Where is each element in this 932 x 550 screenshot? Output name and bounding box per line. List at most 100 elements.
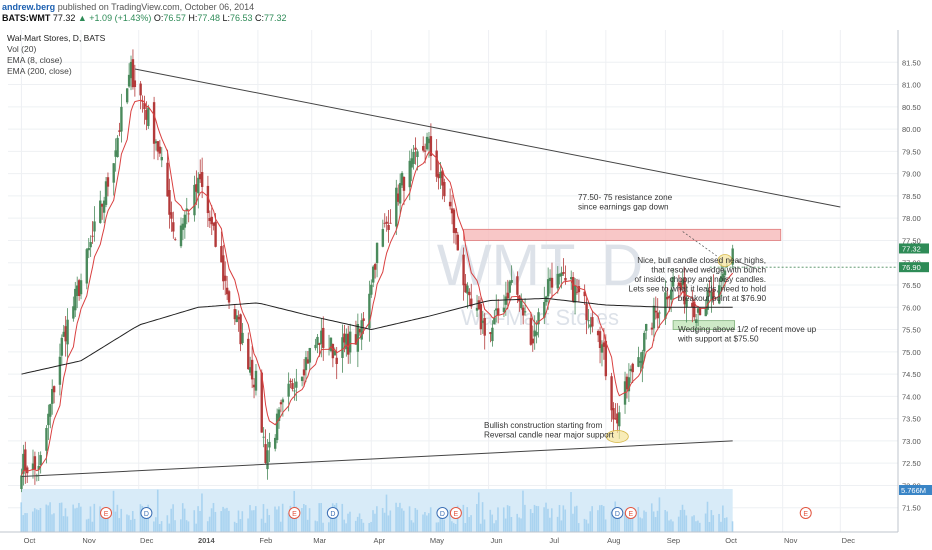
last-price: 77.32: [52, 13, 76, 23]
resistance-annotation: 77.50- 75 resistance zone since earnings …: [578, 193, 673, 212]
candle-body: [685, 298, 688, 308]
volume-bar: [589, 511, 592, 532]
candle-body: [610, 376, 613, 411]
volume-bar: [547, 508, 549, 532]
candle-body: [341, 337, 344, 358]
volume-bar: [699, 522, 701, 532]
wedge-line: [682, 231, 724, 261]
volume-bar: [483, 519, 486, 532]
candle-body: [154, 141, 158, 144]
volume-bar: [489, 509, 492, 532]
author-link[interactable]: andrew.berg: [2, 2, 56, 12]
legend-volume[interactable]: Vol (20): [7, 44, 37, 54]
candle-body: [275, 413, 279, 440]
volume-bar: [31, 511, 34, 532]
volume-bar: [318, 503, 321, 532]
volume-bar: [424, 512, 426, 532]
volume-bar: [185, 520, 188, 532]
volume-bar: [616, 512, 618, 532]
candle-body: [147, 107, 150, 127]
volume-bar: [572, 513, 574, 532]
event-label: E: [803, 511, 808, 518]
candle-body: [398, 183, 402, 204]
event-label: D: [144, 511, 149, 518]
candle-body: [641, 351, 644, 369]
volume-tag-bg: [899, 485, 932, 495]
candle-body: [249, 367, 252, 373]
candle-body: [347, 333, 350, 355]
high-value: 77.48: [197, 13, 220, 23]
volume-bar: [114, 511, 117, 532]
time-tick-label: Aug: [607, 536, 620, 545]
volume-bar: [212, 502, 215, 532]
volume-bar: [533, 504, 536, 532]
volume-bar: [266, 508, 269, 532]
breakout-price-tag-bg: [899, 262, 929, 273]
candle-body: [585, 303, 588, 320]
volume-bar: [602, 506, 605, 532]
volume-bar: [426, 515, 428, 532]
volume-bar: [556, 516, 559, 532]
candle-body: [425, 136, 429, 150]
price-tick-label: 79.50: [902, 147, 921, 156]
publish-text: published on TradingView.com, October 06…: [57, 2, 255, 12]
volume-bar: [62, 516, 65, 532]
candle-body: [187, 213, 190, 215]
candle-body: [462, 254, 465, 286]
candle-body: [87, 247, 90, 251]
candle-body: [287, 383, 290, 397]
price-tick-label: 78.50: [902, 192, 921, 201]
volume-bar: [372, 510, 374, 532]
candle-body: [654, 310, 657, 313]
candle-body: [104, 181, 108, 205]
legend-ema200[interactable]: EMA (200, close): [7, 66, 72, 76]
volume-bar: [470, 515, 472, 532]
price-tick-label: 75.00: [902, 348, 921, 357]
volume-bar: [26, 513, 28, 532]
volume-bar: [466, 507, 469, 532]
candle-body: [308, 347, 311, 363]
event-marker: [326, 507, 339, 519]
legend-ema8[interactable]: EMA (8, close): [7, 55, 63, 65]
breakout-price-tag: 76.90: [902, 263, 921, 272]
candle-body: [52, 386, 56, 393]
volume-bar: [618, 507, 620, 532]
candle-body: [306, 359, 310, 364]
candle-body: [100, 203, 104, 207]
volume-bar: [502, 507, 505, 532]
candle-body: [598, 331, 602, 348]
candle-body: [224, 275, 227, 281]
candle-body: [668, 296, 671, 299]
volume-bar: [187, 521, 190, 532]
candle-body: [639, 360, 642, 363]
bull-candle-annotation: Nice, bull candle closed near highs, that…: [629, 256, 767, 303]
volume-bar: [495, 520, 497, 532]
price-change: ▲ +1.09 (+1.43%): [77, 13, 152, 23]
volume-bar: [39, 507, 42, 532]
volume-bar: [710, 510, 713, 532]
candle-body: [185, 208, 188, 211]
candle-body: [614, 418, 617, 420]
volume-bar: [612, 513, 615, 532]
volume-bar: [402, 510, 405, 532]
candle-body: [356, 324, 360, 352]
volume-bar: [181, 503, 184, 532]
volume-bar: [180, 519, 182, 532]
candle-body: [206, 185, 210, 214]
candle-body: [719, 276, 723, 282]
volume-bar: [199, 510, 201, 532]
volume-bar: [591, 506, 593, 532]
event-label: E: [628, 511, 633, 518]
candle-body: [589, 324, 592, 328]
candle-body: [375, 242, 379, 264]
volume-bar: [722, 505, 724, 532]
candle-body: [504, 296, 508, 305]
event-label: E: [454, 511, 459, 518]
volume-bar: [408, 506, 411, 532]
volume-bar: [118, 518, 121, 532]
volume-bar: [208, 516, 211, 532]
price-tick-label: 81.00: [902, 81, 921, 90]
volume-bar: [624, 512, 626, 532]
symbol: BATS:WMT: [2, 13, 51, 23]
